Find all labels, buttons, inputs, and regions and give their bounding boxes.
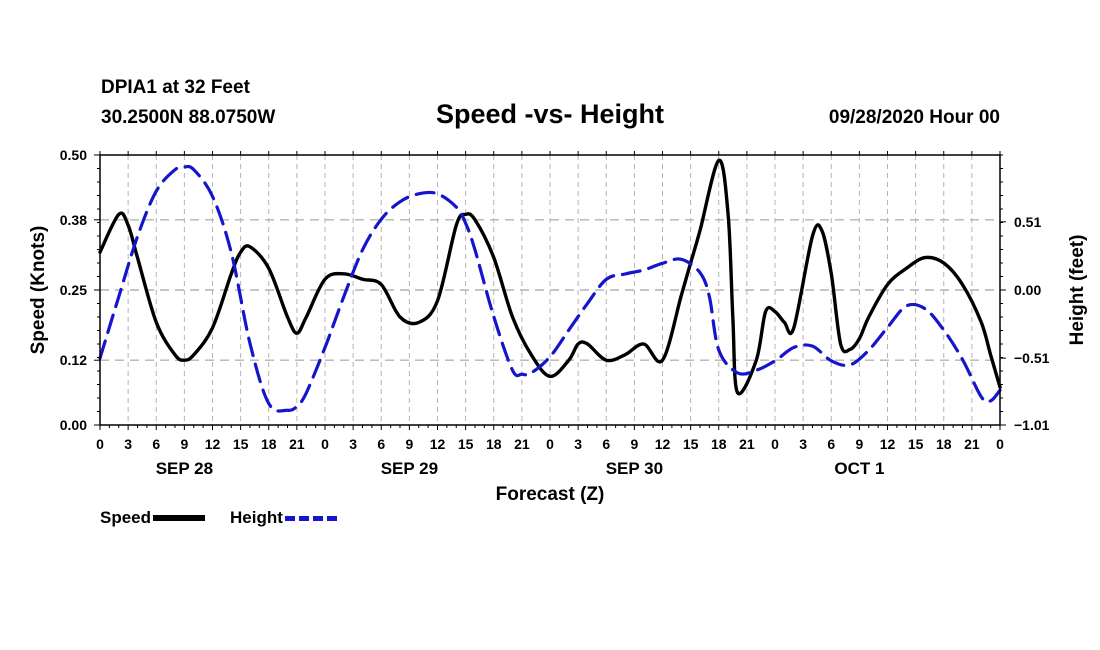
x-tick-label: 12 (880, 436, 896, 452)
day-label: SEP 29 (381, 459, 438, 478)
y2-tick-label: −0.51 (1014, 350, 1050, 366)
legend-speed: Speed (100, 508, 206, 528)
x-tick-label: 3 (574, 436, 582, 452)
y-tick-label: 0.00 (60, 417, 87, 433)
x-tick-label: 12 (430, 436, 446, 452)
y2-tick-label: 0.51 (1014, 214, 1041, 230)
x-tick-label: 0 (771, 436, 779, 452)
x-tick-label: 3 (799, 436, 807, 452)
y-tick-label: 0.38 (60, 212, 87, 228)
x-tick-label: 15 (908, 436, 924, 452)
series-layer (98, 158, 1002, 413)
legend-height: Height (230, 508, 337, 528)
x-tick-label: 0 (321, 436, 329, 452)
grid-layer (100, 155, 1000, 425)
speed-series-line (98, 158, 1002, 396)
x-tick-label: 0 (996, 436, 1004, 452)
x-tick-label: 12 (655, 436, 671, 452)
x-tick-label: 9 (630, 436, 638, 452)
x-tick-label: 21 (514, 436, 530, 452)
x-tick-label: 15 (458, 436, 474, 452)
y-tick-label: 0.12 (60, 352, 87, 368)
legend-height-label: Height (230, 508, 283, 527)
x-tick-label: 9 (180, 436, 188, 452)
x-tick-label: 0 (96, 436, 104, 452)
x-tick-label: 3 (124, 436, 132, 452)
x-tick-label: 21 (964, 436, 980, 452)
x-tick-label: 9 (855, 436, 863, 452)
x-tick-label: 18 (936, 436, 952, 452)
x-tick-label: 9 (405, 436, 413, 452)
x-tick-label: 6 (827, 436, 835, 452)
day-label: OCT 1 (834, 459, 884, 478)
x-tick-label: 15 (683, 436, 699, 452)
x-tick-label: 6 (377, 436, 385, 452)
chart-title: Speed -vs- Height (435, 99, 665, 129)
y2-tick-label: −1.01 (1014, 417, 1050, 433)
y2-tick-label: 0.00 (1014, 282, 1041, 298)
x-tick-label: 12 (205, 436, 221, 452)
day-label: SEP 28 (156, 459, 213, 478)
x-tick-label: 18 (486, 436, 502, 452)
day-label: SEP 30 (606, 459, 663, 478)
x-tick-label: 21 (289, 436, 305, 452)
y-tick-label: 0.50 (60, 147, 87, 163)
x-tick-label: 18 (261, 436, 277, 452)
x-axis-label: Forecast (Z) (496, 484, 605, 505)
x-tick-label: 21 (739, 436, 755, 452)
y2-axis-label: Height (feet) (1067, 235, 1088, 346)
legend-speed-label: Speed (100, 508, 152, 527)
legend-speed-swatch (153, 515, 206, 521)
y-axis-label: Speed (Knots) (28, 226, 49, 355)
station-label: DPIA1 at 32 Feet (101, 77, 250, 98)
x-tick-label: 6 (602, 436, 610, 452)
axis-layer: 0 3 6 9 12 15 18 21 0 3 6 9 12 15 18 21 0 3 6 9 12 15 18 21 0 3 6 9… (60, 147, 1050, 478)
x-tick-label: 18 (711, 436, 727, 452)
x-tick-label: 0 (546, 436, 554, 452)
y-tick-label: 0.25 (60, 282, 87, 298)
x-tick-label: 6 (152, 436, 160, 452)
x-tick-label: 3 (349, 436, 357, 452)
forecast-datetime: 09/28/2020 Hour 00 (828, 107, 1000, 128)
coordinates-label: 30.2500N 88.0750W (101, 107, 276, 128)
legend-height-swatch (284, 515, 337, 521)
x-tick-label: 15 (233, 436, 249, 452)
